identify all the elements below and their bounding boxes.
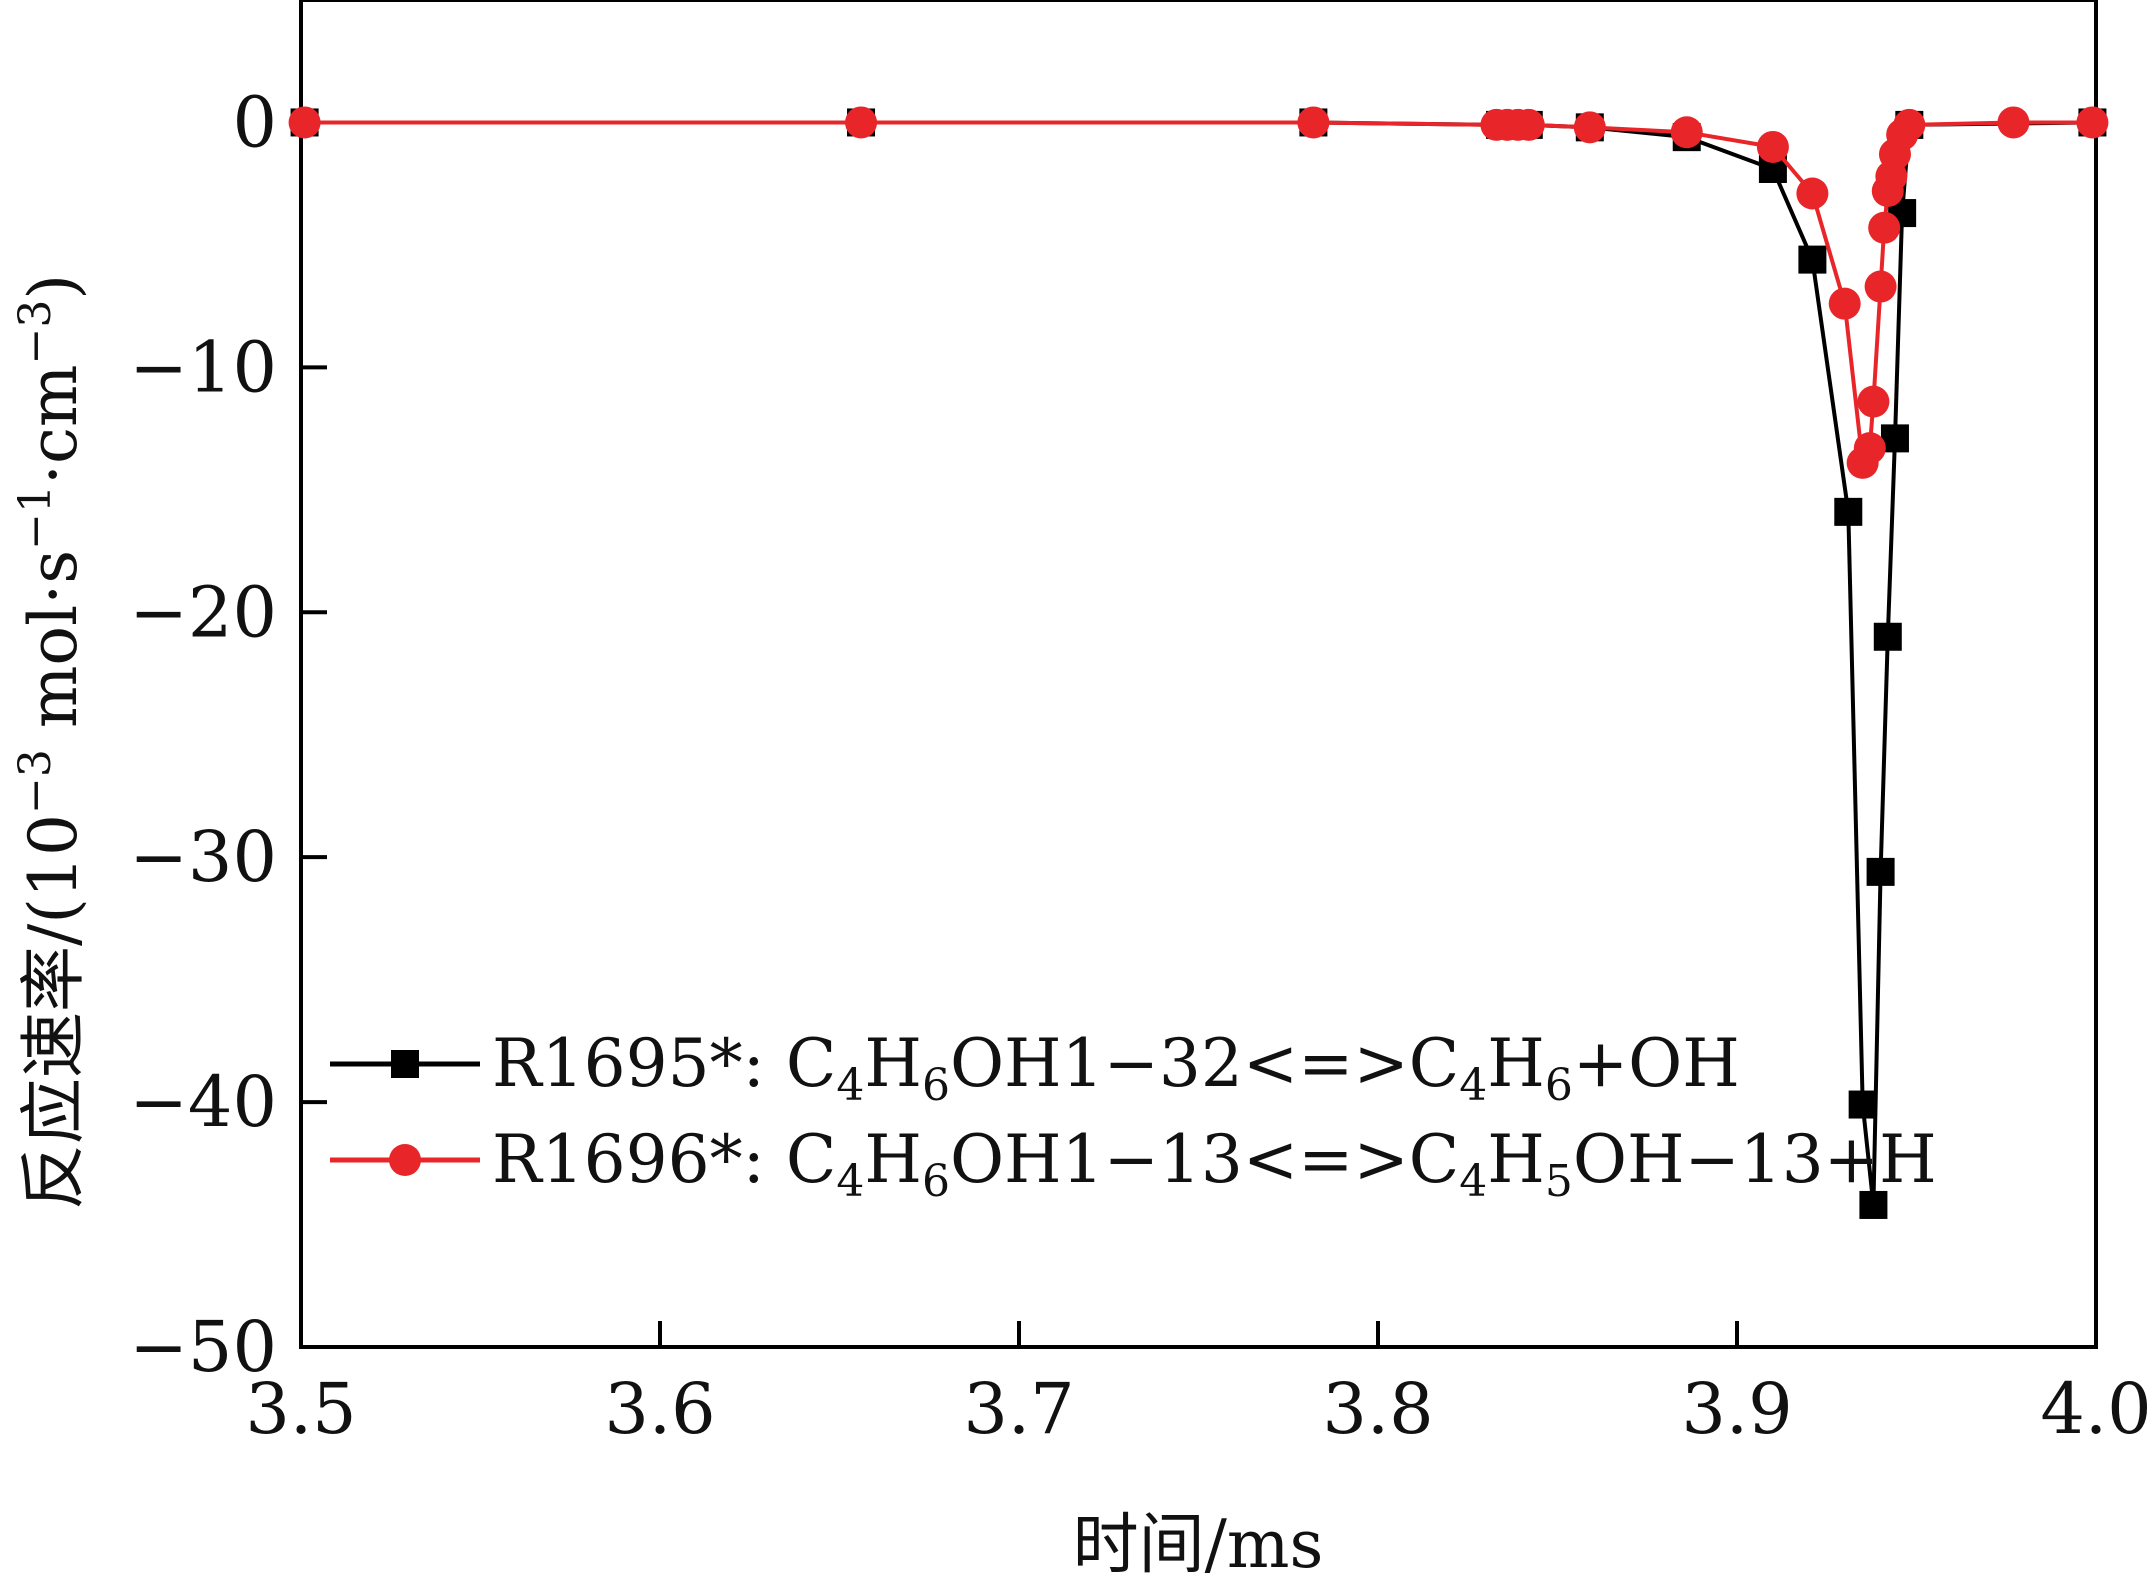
data-point	[1868, 211, 1901, 244]
legend-text-part: H	[1487, 1121, 1545, 1198]
data-point	[288, 106, 321, 139]
legend-label: R1695*: C4H6OH1−32<=>C4H6+OH	[492, 1025, 1740, 1111]
axis-ticks: 3.5 3.6 3.7 3.8 3.9 4.0 0 −10 −20 −30 −40 −50	[129, 81, 2149, 1450]
x-tick-label: 4.0	[2040, 1368, 2149, 1450]
legend-text-part: +OH	[1573, 1025, 1740, 1102]
y-tick-label: 0	[232, 81, 277, 163]
y-tick-label: −20	[129, 571, 277, 653]
legend-label: R1696*: C4H6OH1−13<=>C4H5OH−13+H	[492, 1121, 1937, 1207]
y-tick-label: −40	[129, 1061, 277, 1143]
data-point	[1848, 1090, 1877, 1119]
data-point	[1873, 622, 1902, 651]
legend-entry: R1695*: C4H6OH1−32<=>C4H6+OH	[330, 1025, 1740, 1111]
x-tick-label: 3.9	[1681, 1368, 1792, 1450]
data-point	[2076, 106, 2109, 139]
legend-subscript: 4	[1459, 1060, 1487, 1111]
data-point	[845, 106, 878, 139]
legend-text-part: H	[864, 1121, 922, 1198]
legend-text-part: H	[1487, 1025, 1545, 1102]
y-axis-title-superscript: −1	[10, 485, 61, 550]
x-axis-title: 时间/ms	[1073, 1506, 1324, 1577]
y-axis-title-part: 反应速率/(10	[15, 814, 92, 1210]
legend-entry: R1696*: C4H6OH1−13<=>C4H5OH−13+H	[330, 1121, 1937, 1207]
y-axis-title-part: )	[15, 274, 92, 300]
data-point	[1297, 106, 1330, 139]
data-point	[1893, 108, 1926, 141]
series-line	[304, 120, 2093, 465]
legend-marker	[389, 1144, 421, 1176]
data-point	[1859, 1190, 1888, 1219]
legend-subscript: 5	[1545, 1156, 1573, 1207]
legend-subscript: 6	[922, 1060, 950, 1111]
legend-subscript: 4	[836, 1156, 864, 1207]
x-tick-label: 3.7	[963, 1368, 1074, 1450]
data-point	[1798, 245, 1827, 274]
y-axis-title-part: mol·s	[15, 550, 92, 749]
y-tick-label: −10	[129, 326, 277, 408]
series-2	[288, 106, 2109, 479]
data-point	[1756, 130, 1789, 163]
data-point	[1997, 106, 2030, 139]
data-point	[1512, 108, 1545, 141]
data-point	[1857, 385, 1890, 418]
plot-frame	[299, 0, 2098, 1349]
data-point	[1828, 287, 1861, 320]
data-point	[1573, 111, 1606, 144]
data-point	[1866, 857, 1895, 886]
y-tick-label: −50	[129, 1306, 277, 1388]
legend-text-part: R1696*: C	[492, 1121, 836, 1198]
data-point	[1853, 432, 1886, 465]
y-axis-title: 反应速率/(10−3 mol·s−1·cm−3)	[10, 274, 92, 1210]
legend-subscript: 6	[1545, 1060, 1573, 1111]
data-point	[1796, 177, 1829, 210]
y-axis-title-superscript: −3	[10, 300, 61, 365]
legend-text-part: OH1−13<=>C	[950, 1121, 1459, 1198]
data-point	[1864, 270, 1897, 303]
y-axis-title-part: ·cm	[15, 364, 92, 485]
x-tick-label: 3.6	[604, 1368, 715, 1450]
series-layer	[288, 106, 2109, 1219]
legend-marker	[391, 1050, 419, 1078]
data-point	[1834, 497, 1863, 526]
x-tick-label: 3.5	[245, 1368, 356, 1450]
legend-text-part: R1695*: C	[492, 1025, 836, 1102]
legend-subscript: 6	[922, 1156, 950, 1207]
legend-text-part: H	[864, 1025, 922, 1102]
data-point	[1670, 116, 1703, 149]
legend-text-part: OH−13+H	[1573, 1121, 1937, 1198]
y-axis-title-superscript: −3	[10, 749, 61, 814]
x-tick-label: 3.8	[1322, 1368, 1433, 1450]
legend-subscript: 4	[1459, 1156, 1487, 1207]
legend-subscript: 4	[836, 1060, 864, 1111]
legend-text-part: OH1−32<=>C	[950, 1025, 1459, 1102]
y-tick-label: −30	[129, 816, 277, 898]
